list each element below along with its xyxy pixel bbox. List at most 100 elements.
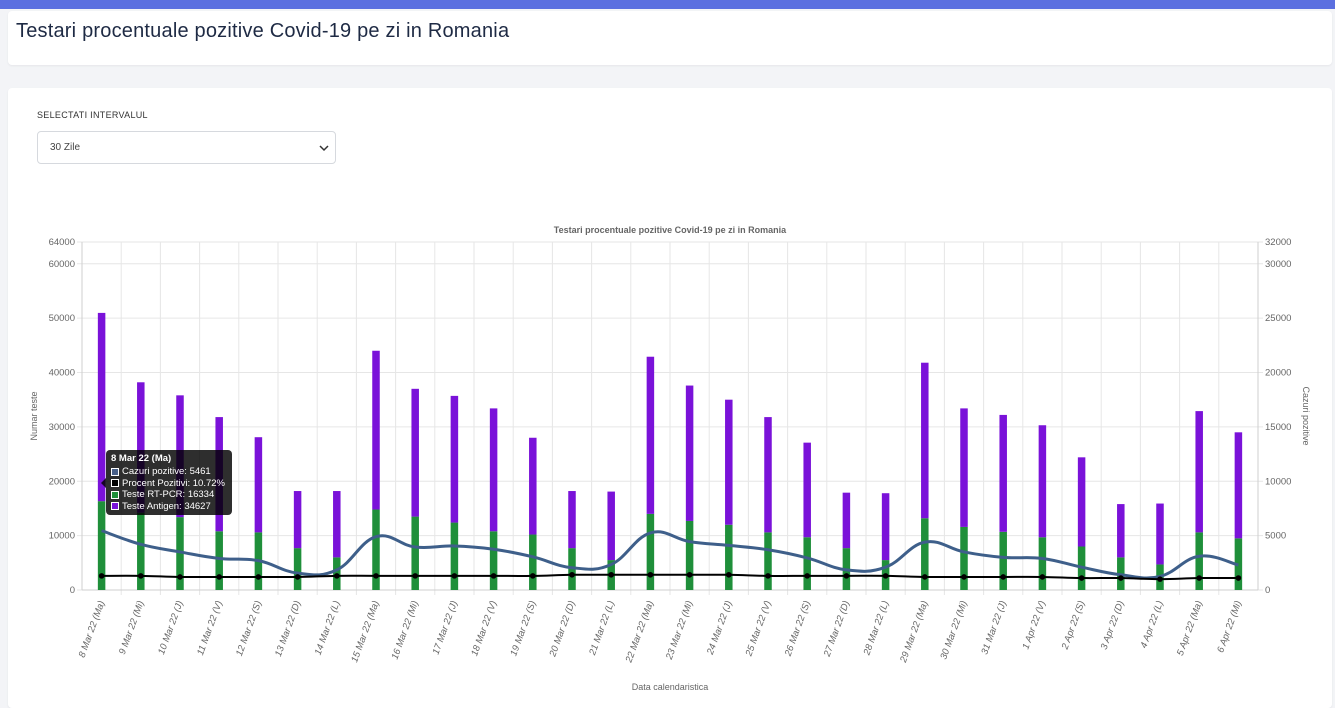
x-tick-label: 26 Mar 22 (S) [782, 599, 813, 658]
x-tick-label: 23 Mar 22 (Mi) [664, 599, 696, 662]
x-tick-label: 4 Apr 22 (L) [1138, 599, 1165, 650]
y2-tick-label: 10000 [1265, 476, 1291, 487]
bar-pcr [450, 522, 459, 590]
title-card [8, 11, 1332, 65]
point-procent-pozitivi [922, 574, 928, 580]
x-tick-label: 21 Mar 22 (L) [587, 599, 617, 657]
tooltip-row: Procent Pozitivi: 10.72% [111, 478, 227, 490]
bar-antigen [97, 312, 106, 502]
bar-pcr [921, 518, 929, 590]
point-procent-pozitivi [373, 573, 379, 579]
point-procent-pozitivi [1235, 575, 1242, 581]
point-procent-pozitivi [686, 571, 693, 578]
x-tick-label: 14 Mar 22 (L) [313, 599, 343, 656]
x-tick-label: 22 Mar 22 (Ma) [623, 599, 656, 665]
point-procent-pozitivi [843, 573, 850, 579]
x-tick-label: 17 Mar 22 (J) [431, 599, 461, 656]
point-procent-pozitivi [294, 574, 301, 580]
y-axis-label: Numar teste [29, 391, 39, 440]
bar-pcr [293, 548, 302, 590]
y-tick-label: 0 [70, 585, 75, 596]
tooltip-row-text: Procent Pozitivi: 10.72% [122, 477, 225, 489]
tooltip-swatch [111, 490, 119, 499]
y2-tick-label: 5000 [1265, 531, 1286, 542]
point-procent-pozitivi [608, 571, 614, 578]
bar-antigen [1077, 457, 1086, 547]
point-procent-pozitivi [451, 573, 458, 579]
point-procent-pozitivi [961, 574, 967, 580]
bar-pcr [803, 537, 811, 590]
y-tick-label: 20000 [49, 476, 75, 487]
bar-pcr [646, 513, 655, 590]
tooltip-swatch [111, 479, 119, 488]
bar-pcr [725, 524, 733, 590]
x-tick-label: 27 Mar 22 (D) [821, 599, 852, 659]
x-tick-label: 2 Apr 22 (S) [1059, 599, 1087, 652]
bar-pcr [999, 531, 1007, 590]
point-procent-pozitivi [804, 573, 810, 579]
point-procent-pozitivi [765, 573, 771, 579]
bar-antigen [568, 491, 576, 549]
point-procent-pozitivi [334, 573, 340, 579]
bar-antigen [842, 492, 851, 549]
x-tick-label: 25 Mar 22 (V) [743, 599, 774, 658]
bar-pcr [685, 520, 694, 590]
bar-antigen [372, 350, 380, 510]
bar-antigen [529, 437, 537, 535]
x-tick-label: 10 Mar 22 (J) [156, 599, 186, 656]
bar-pcr [1195, 532, 1203, 590]
x-tick-label: 12 Mar 22 (S) [234, 599, 264, 657]
y-tick-label: 30000 [49, 422, 75, 433]
interval-select-value: 30 Zile [50, 142, 81, 153]
x-tick-label: 29 Mar 22 (Ma) [898, 599, 931, 665]
line-cazuri-pozitive [101, 529, 1239, 580]
x-tick-label: 19 Mar 22 (S) [508, 599, 538, 657]
tooltip-swatch [111, 467, 119, 476]
point-procent-pozitivi [138, 573, 144, 579]
bar-antigen [254, 437, 263, 533]
x-tick-label: 8 Mar 22 (Ma) [77, 599, 108, 659]
y-tick-label: 50000 [49, 313, 75, 324]
bar-antigen [450, 395, 459, 523]
point-procent-pozitivi [1000, 574, 1006, 580]
bar-antigen [803, 442, 811, 538]
bar-pcr [176, 517, 184, 590]
page-title: Testari procentuale pozitive Covid-19 pe… [16, 20, 510, 42]
y-tick-label: 40000 [49, 368, 75, 379]
y2-tick-label: 30000 [1265, 259, 1291, 270]
x-tick-label: 24 Mar 22 (J) [705, 599, 735, 657]
bar-antigen [881, 493, 890, 561]
point-procent-pozitivi [98, 573, 105, 579]
bar-antigen [685, 385, 694, 521]
bar-pcr [411, 516, 419, 590]
y2-axis-label: Cazuri pozitive [1301, 386, 1311, 445]
x-tick-label: 15 Mar 22 (Ma) [349, 599, 382, 664]
x-axis-label: Data calendaristica [632, 682, 709, 692]
bar-pcr [1038, 537, 1047, 590]
point-procent-pozitivi [726, 571, 732, 578]
line-series[interactable] [98, 529, 1242, 582]
bar-antigen [489, 408, 498, 532]
point-procent-pozitivi [490, 573, 497, 579]
x-tick-label: 6 Apr 22 (Mi) [1215, 599, 1244, 654]
line-procent-pozitivi [101, 573, 1239, 581]
bar-antigen [411, 388, 419, 517]
bar-antigen [960, 408, 968, 527]
x-tick-label: 13 Mar 22 (D) [273, 599, 303, 658]
tooltip-row: Teste Antigen: 34627 [111, 501, 227, 513]
x-tick-label: 30 Mar 22 (Mi) [938, 599, 969, 661]
bar-pcr [489, 531, 498, 590]
tooltip-row: Cazuri pozitive: 5461 [111, 466, 227, 478]
chevron-down-icon [319, 145, 329, 152]
y2-tick-label: 15000 [1265, 422, 1291, 433]
x-tick-label: 20 Mar 22 (D) [547, 599, 578, 659]
y2-tick-label: 25000 [1265, 313, 1291, 324]
bar-pcr [372, 509, 380, 590]
y2-tick-label: 32000 [1265, 237, 1291, 248]
bar-antigen [607, 491, 615, 561]
interval-select[interactable]: 30 Zile [37, 131, 336, 164]
bar-antigen [646, 356, 655, 514]
point-procent-pozitivi [216, 574, 222, 580]
point-procent-pozitivi [177, 574, 183, 580]
